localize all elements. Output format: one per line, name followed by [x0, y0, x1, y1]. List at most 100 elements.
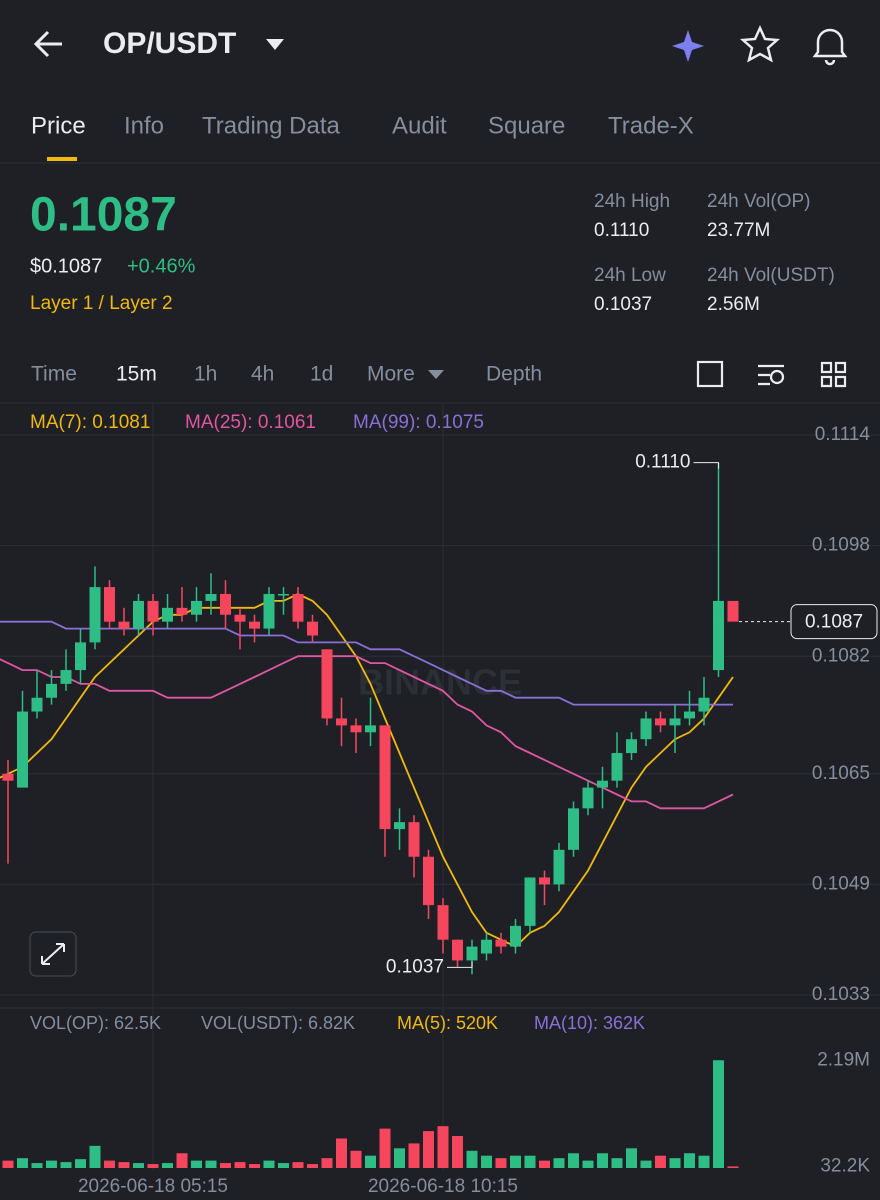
pair-caret[interactable]: [266, 39, 284, 50]
ma-legend: MA(7): 0.1081 MA(25): 0.1061 MA(99): 0.107…: [30, 412, 484, 433]
volume-bar: [31, 1163, 43, 1168]
volume-bar: [423, 1131, 434, 1168]
volume-bar: [394, 1148, 405, 1168]
volume-bar: [205, 1160, 217, 1168]
high-label: 0.1110: [635, 452, 690, 473]
volume-bar: [278, 1163, 289, 1168]
candle-body: [713, 600, 724, 671]
tab[interactable]: Price: [31, 112, 86, 139]
stat-label: 24h High: [594, 191, 670, 212]
low-leader: [447, 961, 473, 968]
tab[interactable]: Trading Data: [202, 112, 341, 139]
stat-label: 24h Vol(OP): [707, 191, 811, 212]
tab[interactable]: Audit: [392, 112, 447, 139]
candle-body: [466, 946, 478, 961]
volume-bar: [89, 1145, 101, 1168]
more-caret[interactable]: [428, 370, 444, 379]
tab[interactable]: Square: [488, 112, 565, 139]
vol-legend-item: VOL(OP): 62.5K: [30, 1013, 161, 1033]
y-tick-label: 0.1065: [812, 763, 870, 784]
ma-legend-item: MA(99): 0.1075: [353, 412, 484, 433]
volume-bar: [597, 1153, 608, 1168]
stat-label: 24h Vol(USDT): [707, 265, 835, 286]
candle-body: [147, 600, 159, 622]
stat-value: 2.56M: [707, 294, 760, 315]
candle-body: [249, 621, 260, 629]
vol-tick-label: 32.2K: [820, 1155, 870, 1176]
volume-bar: [669, 1158, 681, 1168]
interval[interactable]: Depth: [486, 363, 542, 386]
interval[interactable]: 1h: [194, 363, 217, 386]
ai-button[interactable]: [672, 30, 704, 62]
candle-body: [597, 780, 608, 788]
candle-body: [669, 718, 681, 726]
volume-bar: [582, 1160, 594, 1168]
candle-body: [437, 905, 449, 940]
volume-bar: [611, 1158, 623, 1168]
volume-bar: [408, 1143, 420, 1168]
candle-body: [582, 787, 594, 809]
volume-bar: [568, 1153, 579, 1168]
volume-bar: [452, 1136, 463, 1168]
candle-body: [408, 822, 420, 857]
vol-legend-item: VOL(USDT): 6.82K: [201, 1013, 355, 1033]
candle-body: [350, 725, 362, 733]
interval-bar: Time 15m 1h 4h 1d More Depth: [31, 363, 542, 386]
candle-body: [727, 600, 739, 622]
interval[interactable]: 15m: [116, 363, 157, 386]
stat-value: 0.1037: [594, 294, 652, 315]
volume-bar: [46, 1160, 57, 1168]
candle-body: [321, 649, 333, 719]
interval[interactable]: 4h: [251, 363, 274, 386]
candle-body: [31, 697, 43, 712]
stat-value: 23.77M: [707, 220, 770, 241]
volume-bar: [698, 1155, 710, 1168]
favorite-button[interactable]: [739, 24, 781, 63]
candle-body: [684, 711, 695, 719]
sector-tag[interactable]: Layer 1 / Layer 2: [30, 293, 173, 314]
volume-bar: [640, 1160, 652, 1168]
layout-button[interactable]: [820, 361, 847, 388]
interval[interactable]: Time: [31, 363, 77, 386]
chart-tools: [696, 360, 847, 388]
volume-bar: [553, 1158, 565, 1168]
fullscreen-icon: [41, 943, 65, 965]
candle-body: [394, 822, 405, 830]
tab[interactable]: Info: [124, 112, 164, 139]
candle-body: [553, 849, 565, 885]
indicator-button[interactable]: [758, 364, 785, 386]
candle-body: [191, 600, 202, 615]
volume-bar: [176, 1153, 188, 1168]
volume-bar: [684, 1153, 695, 1168]
candle-body: [89, 587, 101, 643]
chart-type-button[interactable]: [696, 360, 724, 388]
volume-bar: [350, 1150, 362, 1168]
alert-button[interactable]: [812, 28, 848, 66]
y-tick-label: 0.1033: [812, 984, 870, 1005]
y-tick-label: 0.1114: [815, 424, 871, 445]
volume-bar: [495, 1158, 507, 1168]
tab[interactable]: Trade-X: [608, 112, 694, 139]
vol-legend-item: MA(10): 362K: [534, 1013, 645, 1033]
interval[interactable]: More: [367, 363, 415, 386]
volume-bar: [336, 1138, 347, 1168]
last-price-label: 0.1087: [805, 612, 863, 633]
volume-bar: [60, 1162, 72, 1168]
x-tick-label: 2026-06-18 05:15: [78, 1176, 228, 1197]
ma-legend-item: MA(25): 0.1061: [185, 412, 316, 433]
y-tick-label: 0.1082: [812, 645, 870, 666]
candle-body: [205, 594, 217, 601]
pair-title[interactable]: OP/USDT: [103, 27, 236, 60]
candle-body: [234, 614, 246, 622]
price-change: +0.46%: [127, 255, 196, 277]
ma-line: [0, 620, 733, 706]
low-label: 0.1037: [386, 956, 444, 977]
candle-body: [495, 939, 507, 947]
volume-bar: [263, 1160, 275, 1168]
y-tick-label: 0.1098: [812, 535, 870, 556]
candle-body: [263, 594, 275, 629]
back-button[interactable]: [33, 30, 62, 58]
interval[interactable]: 1d: [310, 363, 333, 386]
